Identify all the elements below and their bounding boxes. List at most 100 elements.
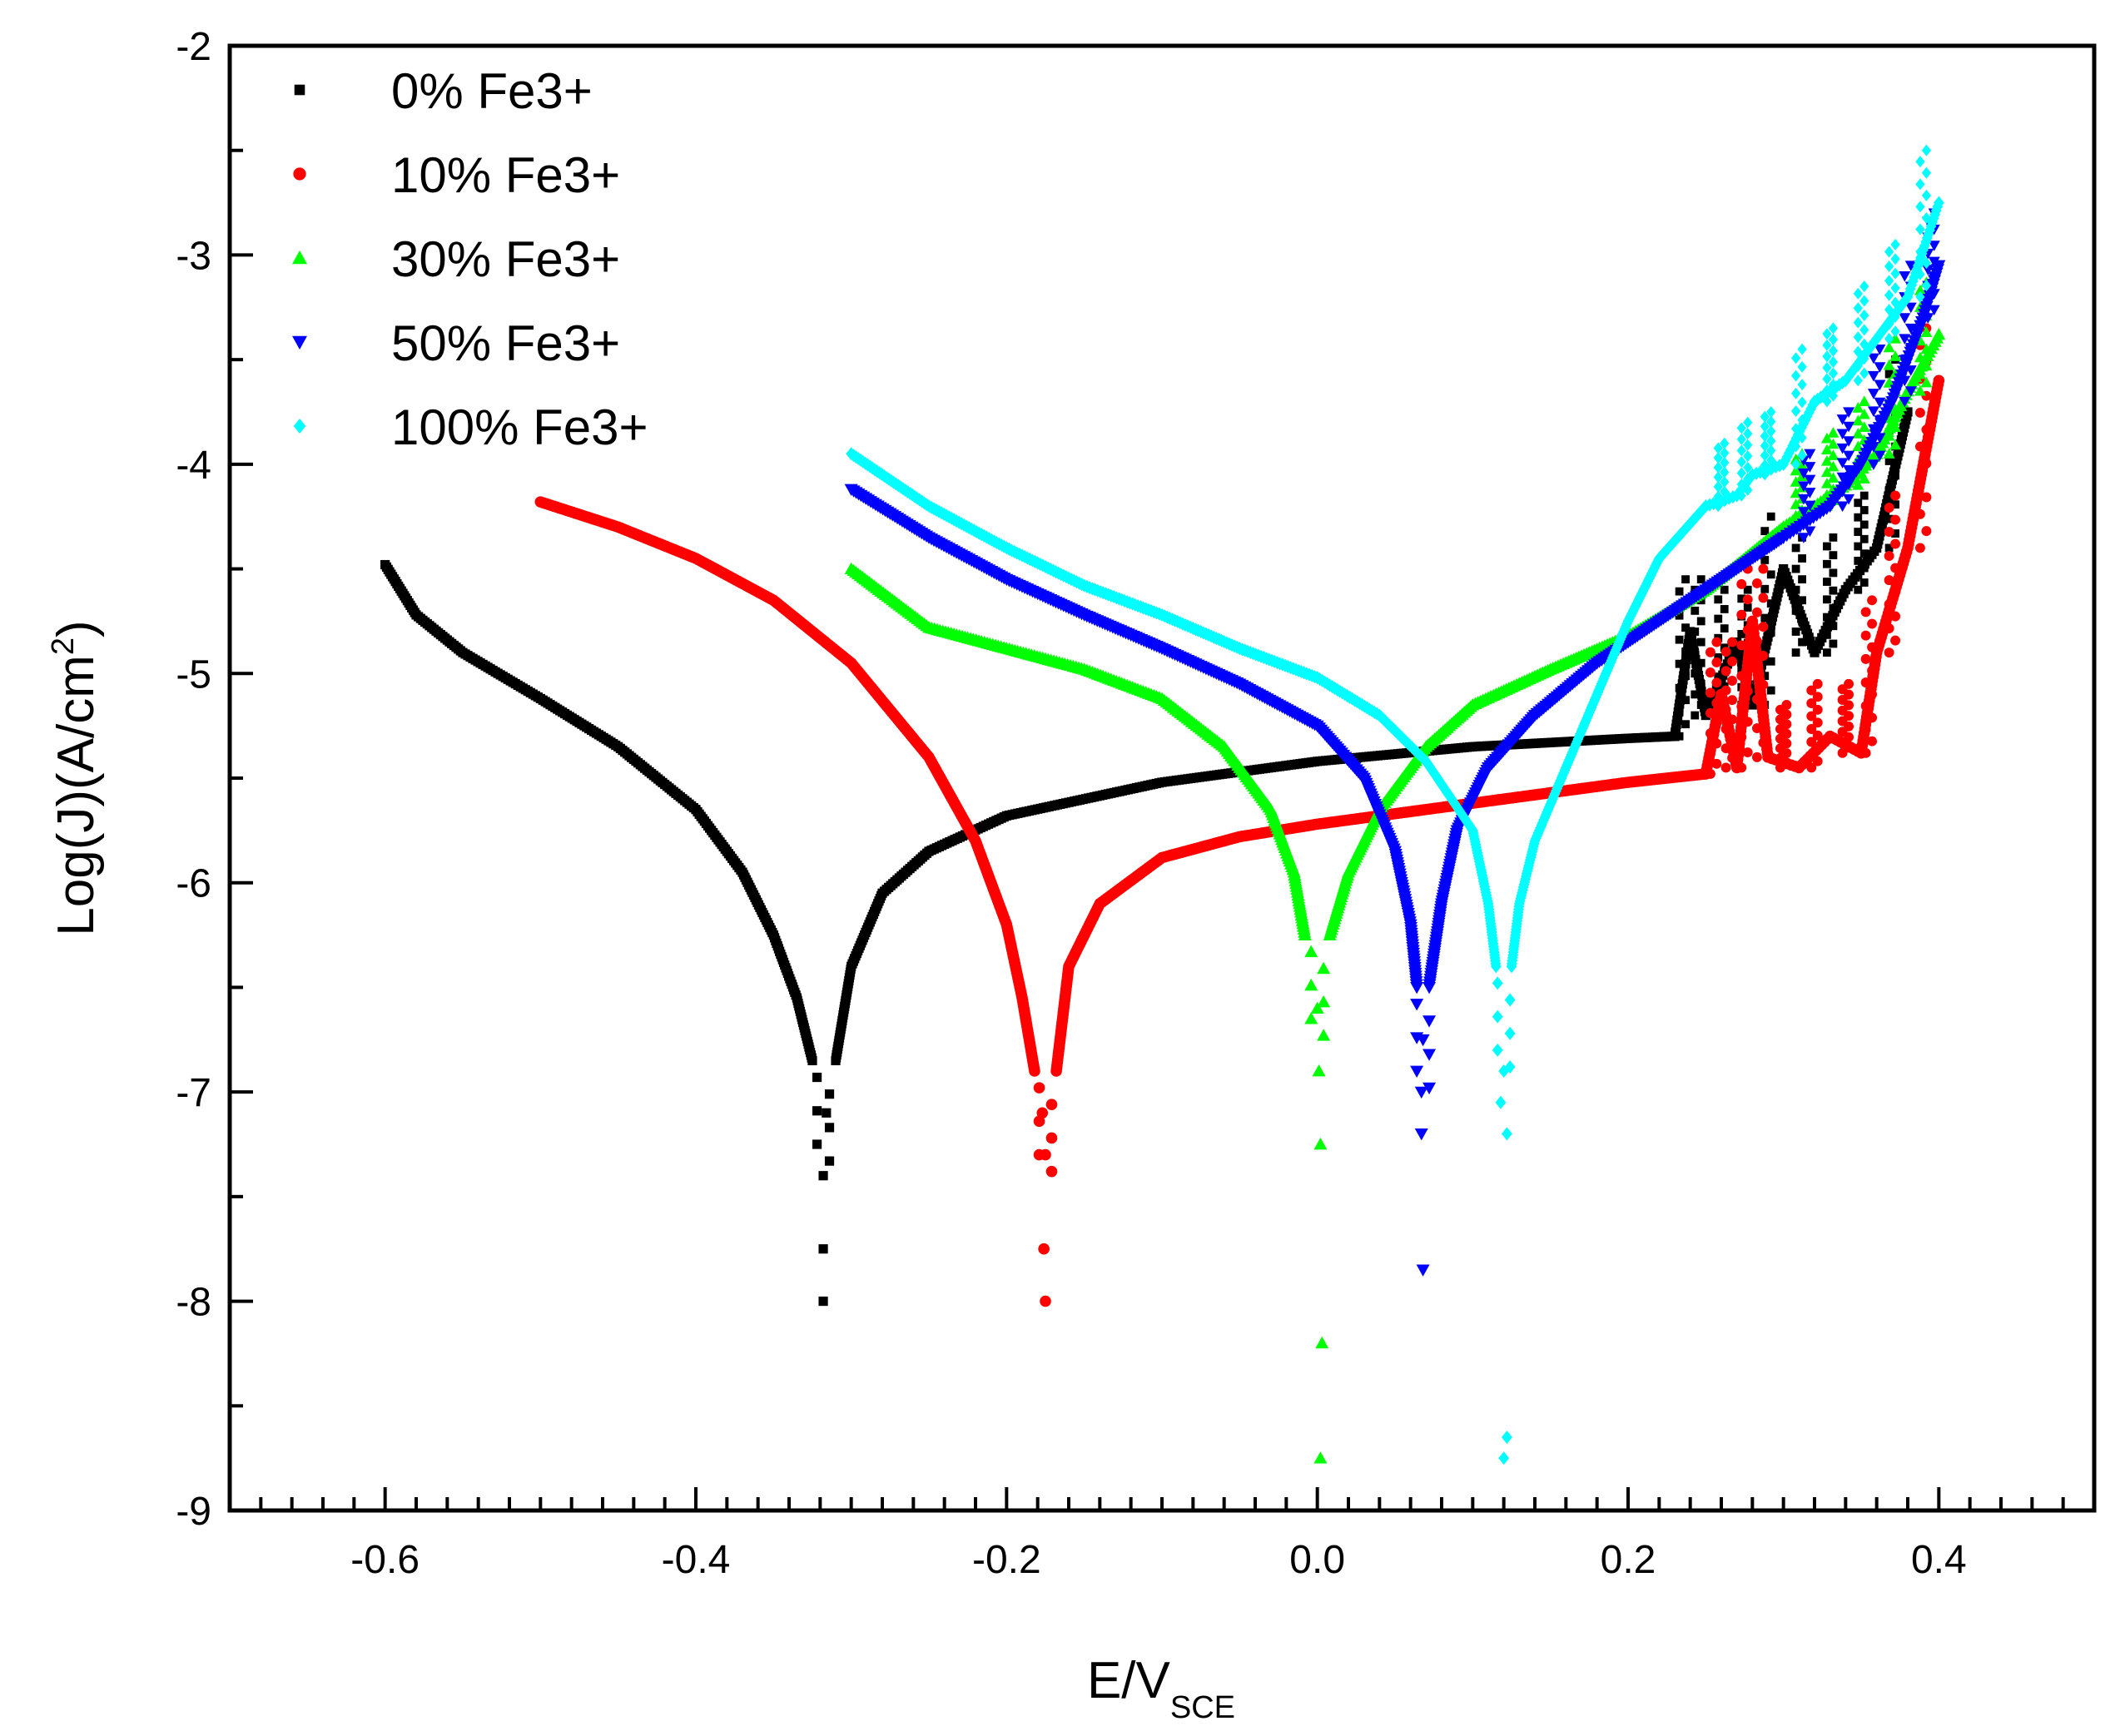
data-point <box>1920 376 1933 388</box>
data-point <box>818 1296 828 1307</box>
data-point <box>1860 701 1871 712</box>
data-point <box>1928 272 1940 284</box>
data-point <box>1736 444 1746 457</box>
data-point <box>1797 396 1807 409</box>
data-point <box>1859 367 1869 379</box>
axis-ticks <box>228 44 2096 1512</box>
data-point <box>1853 331 1863 344</box>
data-point <box>1766 628 1775 637</box>
y-tick-label: -3 <box>176 234 211 278</box>
data-point <box>1727 656 1738 667</box>
data-point <box>1797 533 1810 543</box>
data-point <box>1743 603 1752 612</box>
data-point <box>1806 698 1817 709</box>
data-point <box>1791 440 1801 453</box>
data-point <box>1853 360 1863 372</box>
data-point <box>1822 339 1832 351</box>
data-point <box>1899 375 1911 387</box>
data-point <box>1758 651 1769 661</box>
data-point <box>1874 433 1886 444</box>
data-point <box>1720 495 1730 508</box>
data-point <box>1836 414 1849 425</box>
data-point <box>1852 414 1864 426</box>
x-tick-label: 0.2 <box>1601 1538 1656 1582</box>
data-point <box>1791 370 1801 382</box>
data-point <box>1915 201 1925 213</box>
data-point <box>1317 961 1331 975</box>
data-point <box>1737 594 1746 603</box>
data-point <box>1820 466 1833 478</box>
data-point <box>1696 679 1705 688</box>
data-point <box>1790 498 1802 509</box>
data-point <box>1843 407 1855 418</box>
data-point <box>1504 1026 1516 1040</box>
data-point <box>1921 211 1931 224</box>
data-point <box>1760 527 1770 536</box>
data-point <box>1705 687 1715 698</box>
data-point <box>1859 338 1869 350</box>
data-point <box>1852 479 1864 490</box>
data-point <box>1696 575 1705 584</box>
data-point <box>1812 730 1823 741</box>
data-point <box>1727 637 1738 647</box>
data-point <box>1829 568 1838 578</box>
data-point <box>1933 374 1945 387</box>
data-point <box>1823 559 1831 568</box>
data-point <box>1705 748 1715 759</box>
data-point <box>1853 316 1863 329</box>
data-point <box>1884 370 1894 379</box>
data-point <box>1410 982 1424 994</box>
data-point <box>1727 714 1738 725</box>
data-point <box>1899 334 1911 345</box>
data-point <box>1758 593 1769 603</box>
data-point <box>1822 395 1832 408</box>
data-point <box>1681 647 1690 657</box>
data-point <box>1797 431 1807 444</box>
data-point <box>1711 637 1722 647</box>
data-point <box>1914 508 1925 519</box>
data-point <box>1904 260 1917 271</box>
data-point <box>1884 333 1894 345</box>
data-point <box>1914 368 1926 379</box>
legend-marker <box>294 84 305 96</box>
data-point <box>1884 527 1894 538</box>
data-point <box>1797 343 1807 355</box>
data-point <box>1410 1032 1424 1044</box>
data-point <box>1914 351 1926 363</box>
data-point <box>1859 563 1869 573</box>
data-point <box>1681 623 1690 632</box>
data-point <box>1884 260 1894 272</box>
data-point <box>1858 473 1870 484</box>
data-point <box>1681 575 1690 584</box>
data-point <box>1720 685 1731 696</box>
data-point <box>1822 350 1832 363</box>
data-point <box>1760 642 1770 652</box>
data-point <box>807 1055 817 1066</box>
data-point <box>1820 444 1833 455</box>
data-point <box>1033 1115 1045 1128</box>
data-point <box>1915 156 1925 168</box>
data-point <box>1867 441 1879 453</box>
data-point <box>1797 519 1810 531</box>
data-point <box>1890 490 1901 501</box>
x-tick-label: 0.4 <box>1911 1538 1967 1582</box>
data-point <box>1681 696 1690 705</box>
data-point <box>1414 1086 1428 1099</box>
data-point <box>1874 415 1886 426</box>
data-point <box>1858 395 1870 407</box>
data-point <box>1714 595 1723 604</box>
legend-label: 10% Fe3+ <box>391 147 620 203</box>
data-point <box>1304 1012 1318 1024</box>
x-tick-label: -0.2 <box>972 1538 1041 1582</box>
data-point <box>1836 458 1849 469</box>
data-point <box>1804 462 1816 473</box>
data-point <box>1827 449 1840 460</box>
data-point <box>1798 596 1806 605</box>
data-point <box>1743 461 1753 474</box>
data-point <box>1899 396 1911 408</box>
data-point <box>1720 476 1730 489</box>
data-point <box>1867 666 1878 676</box>
data-point <box>824 1156 835 1166</box>
data-point <box>1720 466 1730 479</box>
data-point <box>1758 563 1769 574</box>
